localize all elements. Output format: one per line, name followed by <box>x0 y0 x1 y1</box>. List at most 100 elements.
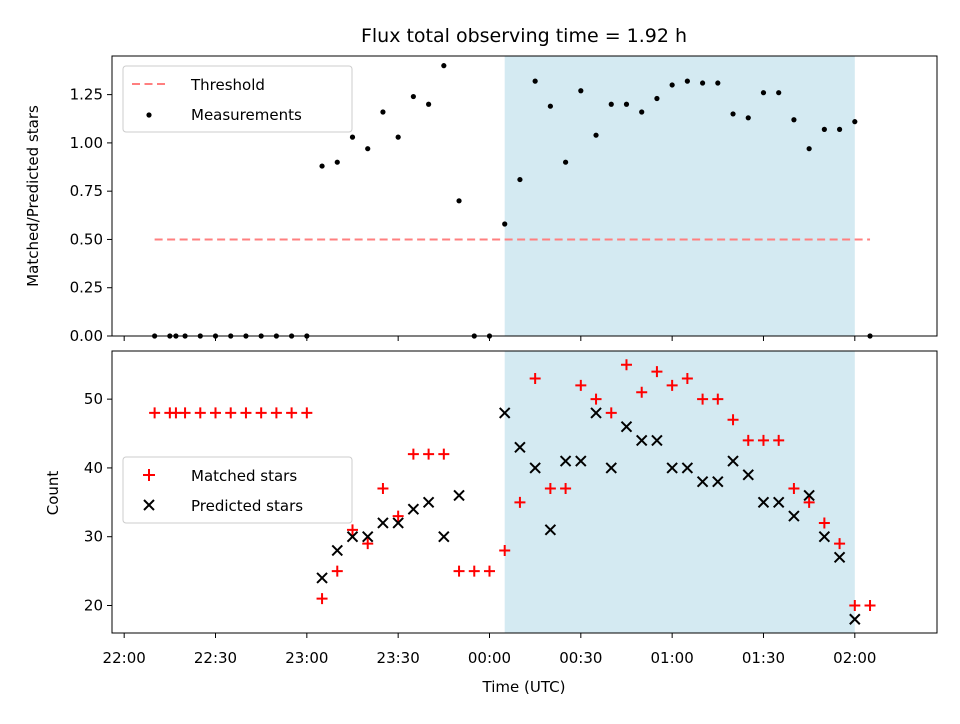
top-y-axis-label: Matched/Predicted stars <box>24 105 42 287</box>
bottom-series1-point-5 <box>392 517 404 529</box>
bottom-series0-point-7 <box>240 407 252 419</box>
bottom-series0-point-21 <box>453 565 465 577</box>
bottom-series0-point-5 <box>210 407 222 419</box>
top-y-tick-label-1: 0.25 <box>70 279 103 297</box>
bottom-series1-point-2 <box>346 530 359 543</box>
bottom-series0-point-24 <box>499 544 511 556</box>
bottom-series0-point-39 <box>727 414 739 426</box>
bottom-series0-point-9 <box>270 407 282 419</box>
bottom-series0-point-0 <box>149 407 161 419</box>
bottom-series0-point-20 <box>438 448 450 460</box>
bottom-series1-point-28 <box>772 496 785 509</box>
bottom-series1-point-23 <box>696 475 709 488</box>
bottom-series0-point-33 <box>636 386 648 398</box>
bottom-series1-point-29 <box>788 510 800 522</box>
bottom-series1-point-22 <box>681 462 694 474</box>
top-series0-point-38 <box>715 80 721 86</box>
bottom-series1-point-14 <box>559 455 572 467</box>
bottom-series0-point-41 <box>757 434 769 446</box>
top-series0-point-29 <box>578 88 584 94</box>
bottom-x-axis-label: Time (UTC) <box>482 678 566 696</box>
top-series0-point-30 <box>593 132 599 138</box>
bottom-series1-point-3 <box>362 530 374 543</box>
top-series0-point-14 <box>349 134 356 140</box>
top-series0-point-46 <box>836 126 843 132</box>
bottom-series0-point-40 <box>742 434 754 446</box>
bottom-series0-point-14 <box>346 524 358 536</box>
bottom-series1-point-16 <box>590 407 602 419</box>
bottom-series0-point-37 <box>697 393 709 405</box>
top-series0-point-45 <box>821 126 827 132</box>
bottom-series0-point-26 <box>529 373 541 385</box>
top-series0-point-21 <box>456 198 462 204</box>
top-series0-point-40 <box>745 115 751 121</box>
bottom-series0-point-19 <box>423 448 435 460</box>
top-series0-point-33 <box>639 109 645 115</box>
bottom-legend-1-swatch <box>143 499 155 511</box>
top-series0-point-31 <box>608 101 614 107</box>
bottom-series0-point-15 <box>362 538 374 550</box>
bottom-series1-point-0 <box>316 572 328 584</box>
top-series0-point-42 <box>776 90 782 96</box>
bottom-series0-point-25 <box>514 496 526 508</box>
top-series0-point-36 <box>684 78 690 84</box>
bottom-x-tick-label-8: 02:00 <box>833 649 876 667</box>
bottom-y-tick-label-0: 20 <box>84 596 103 614</box>
bottom-series0-point-45 <box>818 517 830 529</box>
top-y-tick-label-5: 1.25 <box>70 86 103 104</box>
top-legend-box <box>122 65 353 133</box>
top-y-tick-label-4: 1.00 <box>70 134 103 152</box>
bottom-series0-point-35 <box>666 379 678 391</box>
bottom-series0-point-31 <box>605 407 617 419</box>
bottom-series0-point-36 <box>681 373 693 385</box>
top-series0-point-16 <box>380 109 386 115</box>
bottom-series1-point-25 <box>727 455 739 467</box>
bottom-series0-point-22 <box>468 565 480 577</box>
top-series0-point-39 <box>730 111 736 117</box>
bottom-series0-point-13 <box>331 565 343 577</box>
bottom-series1-point-7 <box>422 496 435 509</box>
top-series0-point-17 <box>395 134 401 140</box>
bottom-series0-point-12 <box>316 593 328 605</box>
bottom-x-tick-label-5: 00:30 <box>559 649 602 667</box>
bottom-series0-point-32 <box>620 359 632 371</box>
top-series0-point-44 <box>806 146 812 152</box>
top-y-tick-label-0: 0.00 <box>70 327 103 345</box>
top-series0-point-34 <box>654 95 660 102</box>
bottom-series0-point-34 <box>651 366 663 378</box>
bottom-series1-point-27 <box>757 496 770 509</box>
bottom-axes-frame <box>111 350 938 634</box>
top-series0-point-13 <box>334 159 340 165</box>
bottom-series0-point-11 <box>301 407 313 419</box>
bottom-series1-point-6 <box>407 503 420 515</box>
bottom-series0-point-18 <box>407 448 419 460</box>
bottom-series1-point-26 <box>742 469 754 481</box>
bottom-series1-point-4 <box>377 517 389 529</box>
bottom-legend-0-label: Matched stars <box>191 467 297 485</box>
bottom-series0-point-48 <box>864 599 876 611</box>
bottom-legend-box <box>122 456 353 524</box>
bottom-series1-point-21 <box>666 462 678 474</box>
bottom-series1-point-33 <box>849 613 861 625</box>
top-series0-point-19 <box>426 101 432 107</box>
bottom-series0-point-10 <box>286 407 298 419</box>
top-series0-point-18 <box>410 93 416 100</box>
top-y-tick-label-3: 0.75 <box>70 182 103 200</box>
bottom-series1-point-18 <box>620 420 633 433</box>
bottom-x-tick-label-1: 22:30 <box>194 649 237 667</box>
top-series0-point-28 <box>562 159 569 165</box>
bottom-series0-point-38 <box>712 393 724 405</box>
bottom-series0-point-3 <box>179 407 191 419</box>
bottom-x-tick-label-3: 23:30 <box>377 649 420 667</box>
bottom-series1-point-8 <box>438 530 450 543</box>
top-legend-1-label: Measurements <box>191 106 302 124</box>
top-chart-title: Flux total observing time = 1.92 h <box>361 25 687 47</box>
top-series0-point-47 <box>852 119 858 125</box>
bottom-series0-point-17 <box>392 510 404 522</box>
top-series0-point-41 <box>760 90 767 96</box>
bottom-series1-point-31 <box>818 530 831 543</box>
bottom-y-tick-label-2: 40 <box>84 459 103 477</box>
bottom-x-tick-label-2: 23:00 <box>285 649 328 667</box>
bottom-x-tick-label-6: 01:00 <box>651 649 694 667</box>
bottom-series0-point-43 <box>788 483 800 495</box>
